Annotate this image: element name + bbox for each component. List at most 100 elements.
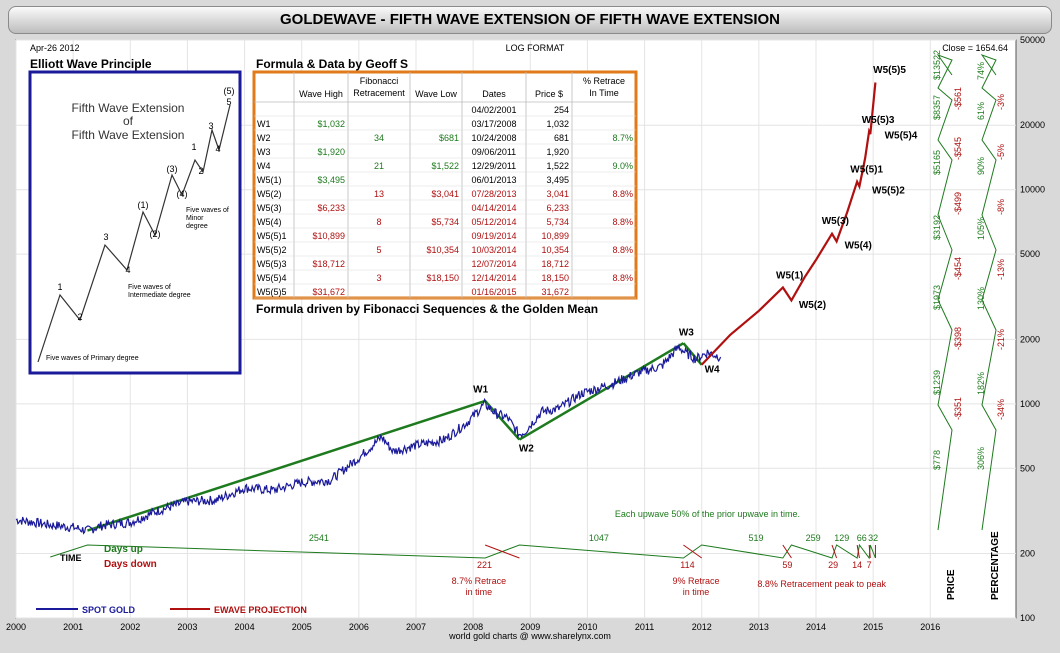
pct-up-value: 74% [976,62,986,80]
wave-label: W5(2) [799,300,826,311]
table-cell: 3,041 [546,189,569,199]
pct-down-value: -34% [996,399,1006,420]
price-up-value: $13522 [932,50,942,80]
table-cell: W5(5)1 [257,231,287,241]
table-cell: 5 [376,245,381,255]
wave-label: W2 [519,443,534,454]
price-down-value: -$545 [953,137,963,160]
time-down-count: 114 [680,560,694,570]
table-cell: $1,522 [431,161,459,171]
price-up-value: $3192 [932,215,942,240]
source-label: world gold charts @ www.sharelynx.com [448,631,611,641]
table-cell: 21 [374,161,384,171]
x-tick-label: 2009 [520,622,540,632]
table-cell: 10/03/2014 [471,245,516,255]
price-up-value: $778 [932,450,942,470]
time-down-count: 59 [782,560,792,570]
time-note: 9% Retrace [672,576,719,586]
table-cell: 06/01/2013 [471,175,516,185]
table-cell: 3,495 [546,175,569,185]
inset-title: Fifth Wave Extension [72,101,185,115]
price-down-value: -$499 [953,192,963,215]
table-footer: Formula driven by Fibonacci Sequences & … [256,302,598,316]
table-cell: W5(3) [257,203,282,213]
price-down-value: -$561 [953,87,963,110]
inset-wave-label: (5) [224,86,235,96]
y-tick-label: 1000 [1020,399,1040,409]
table-cell: 681 [554,133,569,143]
inset-title: Fifth Wave Extension [72,128,185,142]
table-cell: W5(2) [257,189,282,199]
table-cell: 09/06/2011 [472,147,516,157]
x-tick-label: 2015 [863,622,883,632]
wave-label: W3 [679,327,694,338]
inset-title: of [123,114,134,128]
inset-box [28,70,242,375]
pct-up-value: 182% [976,372,986,395]
price-up-value: $1239 [932,370,942,395]
time-down-count: 14 [852,560,862,570]
table-cell: 09/19/2014 [471,231,516,241]
wave-label: W5(5)2 [872,185,905,196]
table-column-header: Retracement [353,88,405,98]
wave-label: W4 [705,365,720,376]
table-cell: $1,920 [317,147,345,157]
table-cell: 8.8% [612,273,633,283]
table-cell: $10,899 [312,231,345,241]
table-cell: 01/16/2015 [471,287,516,297]
legend-spot-label: SPOT GOLD [82,605,136,615]
table-cell: $18,150 [426,273,459,283]
time-note: in time [683,587,710,597]
time-note: in time [466,587,493,597]
table-cell: 1,522 [546,161,569,171]
time-up-count: 259 [806,533,821,543]
time-label: TIME [60,553,82,563]
table-cell: 18,150 [541,273,569,283]
table-cell: W3 [257,147,271,157]
price-down-value: -$454 [953,257,963,280]
table-cell: 1,920 [546,147,569,157]
trendline [682,342,703,366]
percentage-panel-label: PERCENTAGE [990,531,1001,600]
table-cell: 07/28/2013 [471,189,516,199]
days-down-label: Days down [104,559,157,570]
table-cell: W5(1) [257,175,282,185]
y-tick-label: 100 [1020,613,1035,623]
x-tick-label: 2006 [349,622,369,632]
price-panel-label: PRICE [946,569,957,600]
inset-wave-label: 1 [57,282,62,292]
table-cell: 8.8% [612,245,633,255]
y-tick-label: 200 [1020,549,1035,559]
y-tick-label: 10000 [1020,185,1045,195]
price-up-value: $5165 [932,150,942,175]
table-cell: $3,041 [431,189,459,199]
table-cell: 10,899 [541,231,569,241]
table-cell: 8.8% [612,217,633,227]
inset-wave-label: 4 [215,144,220,154]
pct-down-value: -8% [996,199,1006,215]
table-cell: 1,032 [546,119,569,129]
inset-wave-label: 4 [125,265,130,275]
table-cell: 12/29/2011 [472,161,516,171]
pct-up-value: 90% [976,157,986,175]
table-column-header: % Retrace [583,76,625,86]
legend-proj-label: EWAVE PROJECTION [214,605,307,615]
price-down-value: -$351 [953,397,963,420]
inset-wave-label: (2) [150,229,161,239]
inset-note-intermediate: Intermediate degree [128,292,191,299]
time-up-count: 129 [834,533,849,543]
table-column-header: Wave Low [415,89,457,99]
table-cell: 8.7% [612,133,633,143]
table-cell: 3 [376,273,381,283]
table-cell: 31,672 [541,287,569,297]
inset-note-minor: degree [186,223,208,230]
table-heading: Formula & Data by Geoff S [256,57,408,71]
time-note: 8.7% Retrace [452,576,507,586]
x-tick-label: 2014 [806,622,826,632]
pct-up-value: 105% [976,217,986,240]
y-tick-label: 500 [1020,463,1035,473]
wave-label: W5(3) [822,216,849,227]
table-cell: 5,734 [546,217,569,227]
table-cell: W5(5)2 [257,245,287,255]
